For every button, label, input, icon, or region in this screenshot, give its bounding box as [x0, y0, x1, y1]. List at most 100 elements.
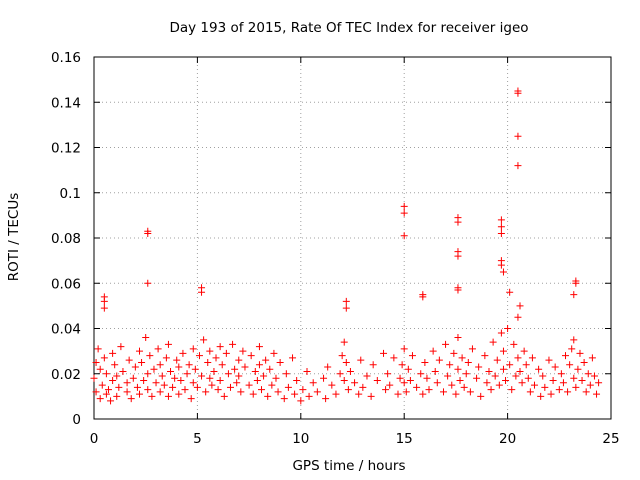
- y-tick-label: 0.08: [51, 231, 81, 247]
- data-point: [400, 232, 408, 240]
- data-point: [497, 216, 505, 224]
- data-point: [162, 354, 170, 362]
- data-point: [578, 377, 586, 385]
- data-point: [119, 367, 127, 375]
- data-point: [497, 329, 505, 337]
- data-point: [400, 202, 408, 210]
- data-point: [90, 374, 98, 382]
- data-point: [497, 223, 505, 231]
- data-point: [454, 286, 462, 294]
- data-point: [506, 288, 514, 296]
- data-point: [127, 395, 135, 403]
- data-point: [109, 377, 117, 385]
- data-point: [94, 345, 102, 353]
- data-point: [198, 288, 206, 296]
- data-point: [313, 388, 321, 396]
- data-point: [551, 363, 559, 371]
- data-point: [475, 363, 483, 371]
- data-point: [386, 381, 394, 389]
- data-point: [231, 365, 239, 373]
- data-point: [156, 361, 164, 369]
- data-point: [514, 354, 522, 362]
- data-point: [367, 392, 375, 400]
- data-point: [303, 367, 311, 375]
- data-point: [169, 383, 177, 391]
- data-point: [160, 381, 168, 389]
- data-point: [520, 347, 528, 355]
- data-point: [111, 361, 119, 369]
- data-point: [173, 356, 181, 364]
- data-point: [477, 392, 485, 400]
- data-point: [156, 388, 164, 396]
- data-point: [497, 261, 505, 269]
- data-point: [346, 367, 354, 375]
- data-point: [344, 386, 352, 394]
- data-point: [466, 388, 474, 396]
- data-point: [107, 397, 115, 405]
- data-point: [229, 340, 237, 348]
- y-axis-label: ROTI / TECUs: [6, 193, 22, 281]
- data-point: [518, 379, 526, 387]
- y-tick-label: 0.12: [51, 141, 81, 157]
- data-point: [200, 336, 208, 344]
- data-point: [135, 347, 143, 355]
- data-point: [357, 356, 365, 364]
- data-point: [419, 293, 427, 301]
- data-point: [555, 386, 563, 394]
- data-point: [491, 372, 499, 380]
- data-point: [514, 132, 522, 140]
- data-point: [113, 372, 121, 380]
- data-point: [514, 313, 522, 321]
- data-point: [305, 392, 313, 400]
- data-point: [115, 383, 123, 391]
- data-point: [524, 374, 532, 382]
- data-point: [148, 392, 156, 400]
- data-point: [448, 381, 456, 389]
- data-point: [454, 218, 462, 226]
- data-point: [396, 374, 404, 382]
- data-point: [373, 377, 381, 385]
- data-point: [104, 386, 112, 394]
- data-point: [336, 370, 344, 378]
- data-point: [535, 365, 543, 373]
- data-point: [514, 162, 522, 170]
- data-point: [431, 367, 439, 375]
- data-point: [142, 334, 150, 342]
- data-point: [452, 390, 460, 398]
- data-point: [408, 352, 416, 360]
- data-point: [152, 379, 160, 387]
- data-point: [468, 345, 476, 353]
- data-point: [216, 377, 224, 385]
- data-point: [204, 358, 212, 366]
- data-point: [495, 381, 503, 389]
- data-point: [369, 361, 377, 369]
- data-point: [102, 390, 110, 398]
- data-point: [435, 356, 443, 364]
- x-tick-label: 25: [602, 431, 619, 447]
- data-point: [158, 372, 166, 380]
- x-tick-label: 15: [396, 431, 413, 447]
- data-point: [193, 383, 201, 391]
- data-point: [537, 392, 545, 400]
- data-point: [324, 363, 332, 371]
- data-point: [528, 354, 536, 362]
- data-point: [181, 386, 189, 394]
- data-point: [239, 347, 247, 355]
- data-point: [355, 390, 363, 398]
- data-point: [516, 302, 524, 310]
- data-point: [404, 365, 412, 373]
- data-point: [332, 390, 340, 398]
- data-point: [183, 370, 191, 378]
- x-axis-label: GPS time / hours: [292, 458, 405, 474]
- data-point: [429, 347, 437, 355]
- data-point: [359, 383, 367, 391]
- data-point: [191, 365, 199, 373]
- data-point: [328, 381, 336, 389]
- data-point: [189, 345, 197, 353]
- data-point: [382, 386, 390, 394]
- data-point: [102, 370, 110, 378]
- data-point: [289, 354, 297, 362]
- data-point: [400, 345, 408, 353]
- data-point: [394, 390, 402, 398]
- data-point: [442, 340, 450, 348]
